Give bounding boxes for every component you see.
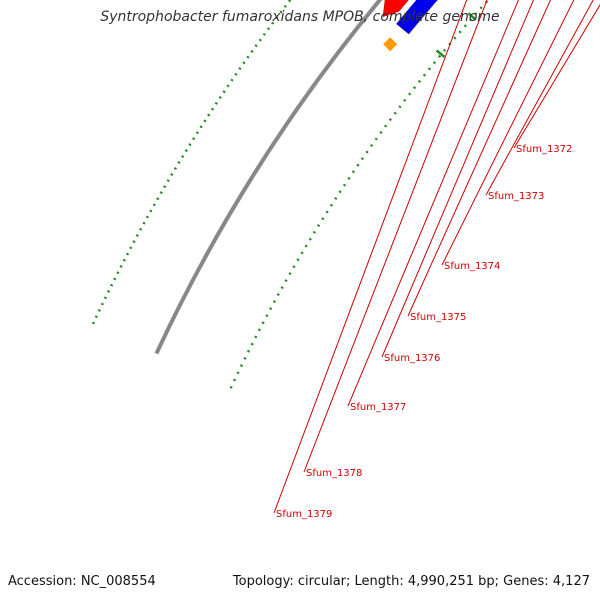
gene-label: Sfum_1375: [410, 312, 466, 323]
gene-label: Sfum_1372: [516, 144, 572, 155]
backbone-arc: [154, 0, 383, 355]
gene-label-leader: [273, 0, 468, 514]
gene-feature: [396, 0, 438, 35]
topology-text: Topology: circular; Length: 4,990,251 bp…: [232, 574, 590, 589]
gene-label-leader: [407, 0, 551, 317]
gene-label: Sfum_1376: [384, 353, 440, 364]
gene-label-leader: [347, 0, 519, 407]
genome-title: Syntrophobacter fumaroxidans MPOB, compl…: [100, 9, 500, 25]
gene-label-leader: [303, 0, 488, 473]
cds-feature: [382, 0, 409, 17]
outer-dot-ring: [91, 0, 292, 325]
gene-labels: Sfum_1372 Sfum_1373 Sfum_1374 Sfum_1375 Sfum…: [273, 0, 600, 520]
gene-label: Sfum_1374: [444, 261, 500, 272]
genome-backbone: [154, 0, 383, 355]
feature-marker: [383, 37, 398, 52]
inner-dot-ring: [229, 0, 490, 389]
gene-features: [382, 0, 438, 52]
inner-tick-mark: [435, 49, 446, 58]
gene-label-leader: [485, 0, 594, 196]
gene-label: Sfum_1379: [276, 509, 332, 520]
gene-label: Sfum_1378: [306, 468, 362, 479]
inner-tick-mark: [467, 12, 477, 21]
gene-label: Sfum_1373: [488, 191, 544, 202]
accession-text: Accession: NC_008554: [8, 574, 156, 589]
tick-dots: [91, 0, 490, 389]
gene-label-leader: [513, 4, 600, 149]
gene-label: Sfum_1377: [350, 402, 406, 413]
kbp-ticks: 1707 kbp1708 kbp1709 kbp1710 kbp1711 kbp…: [435, 12, 477, 58]
gene-label-leader: [441, 0, 575, 266]
gene-label-leader: [381, 0, 535, 358]
